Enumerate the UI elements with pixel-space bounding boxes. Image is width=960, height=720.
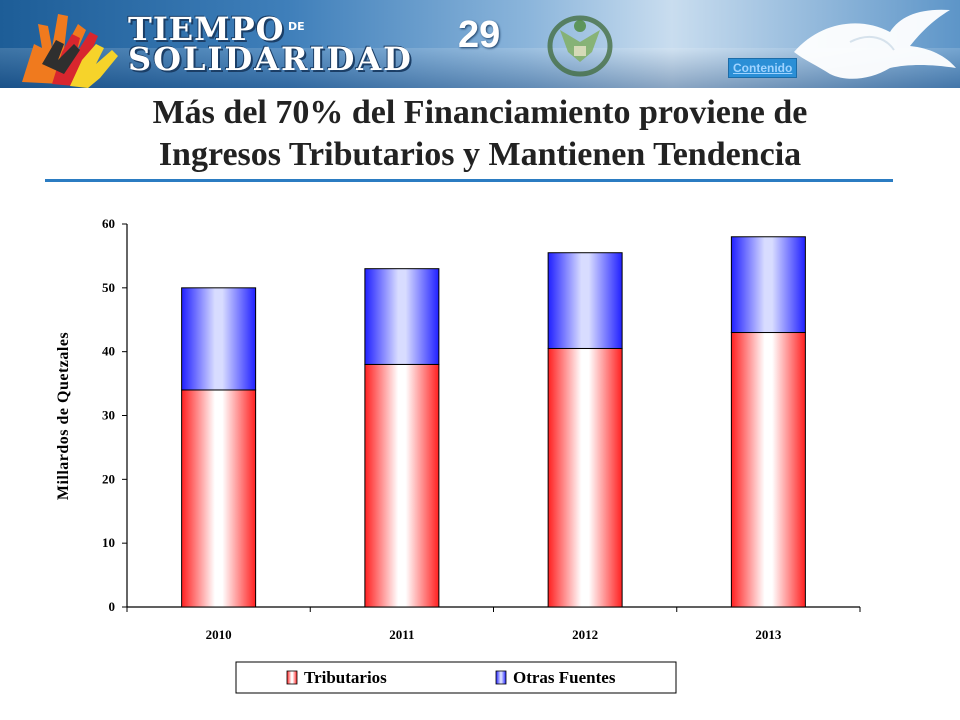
dove-icon (794, 9, 956, 79)
y-axis-title: Millardos de Quetzales (55, 332, 72, 500)
y-axis-ticks: 0 10 20 30 40 50 60 (102, 216, 127, 614)
y-tick-label: 50 (102, 280, 115, 295)
y-tick-label: 30 (102, 408, 115, 423)
stacked-bar-chart: 0 10 20 30 40 50 60 2010 2011 2012 2013 Millardos… (0, 200, 960, 700)
y-tick-label: 10 (102, 535, 115, 550)
x-tick-label: 2012 (572, 627, 598, 642)
x-tick-label: 2011 (389, 627, 414, 642)
chart-legend: Tributarios Otras Fuentes (235, 661, 677, 694)
x-tick-label: 2010 (206, 627, 232, 642)
y-tick-label: 40 (102, 344, 115, 359)
bar-otras-fuentes-2012 (547, 252, 623, 349)
x-axis-ticks: 2010 2011 2012 2013 (126, 607, 861, 642)
bar-tributarios-2013 (730, 332, 806, 608)
contenido-link[interactable]: Contenido (728, 58, 798, 78)
logo-text-tiempo: TIEMPO (128, 10, 285, 48)
legend-swatch-otras-fuentes (495, 670, 507, 685)
header-banner: TIEMPO DE SOLIDARIDAD 29 Contenido (0, 0, 960, 88)
legend-box (235, 661, 677, 694)
chart-svg: 0 10 20 30 40 50 60 2010 2011 2012 2013 Millardos… (55, 216, 861, 694)
slide-title-line1: Más del 70% del Financiamiento proviene … (152, 94, 808, 131)
legend-label-tributarios: Tributarios (304, 668, 387, 687)
y-tick-label: 20 (102, 471, 115, 486)
bar-tributarios-2011 (364, 363, 440, 608)
hands-logo-icon (22, 14, 118, 88)
legend-label-otras-fuentes: Otras Fuentes (513, 668, 616, 687)
x-tick-label: 2013 (755, 627, 782, 642)
bar-tributarios-2010 (181, 389, 257, 608)
slide-number: 29 (458, 14, 501, 56)
bar-series (181, 236, 806, 608)
y-tick-label: 60 (102, 216, 115, 231)
bar-otras-fuentes-2013 (730, 236, 806, 334)
bar-otras-fuentes-2011 (364, 268, 440, 365)
logo-text-de: DE (288, 20, 305, 33)
bar-otras-fuentes-2010 (181, 287, 257, 391)
slide-title: Más del 70% del Financiamiento proviene … (40, 92, 920, 176)
bar-tributarios-2012 (547, 347, 623, 608)
y-tick-label: 0 (109, 599, 116, 614)
legend-swatch-tributarios (286, 670, 298, 685)
logo-text-solidaridad: SOLIDARIDAD (128, 40, 413, 78)
slide-title-line2: Ingresos Tributarios y Mantienen Tendenc… (158, 136, 802, 173)
national-emblem-icon (547, 15, 613, 77)
title-underline (45, 179, 893, 182)
